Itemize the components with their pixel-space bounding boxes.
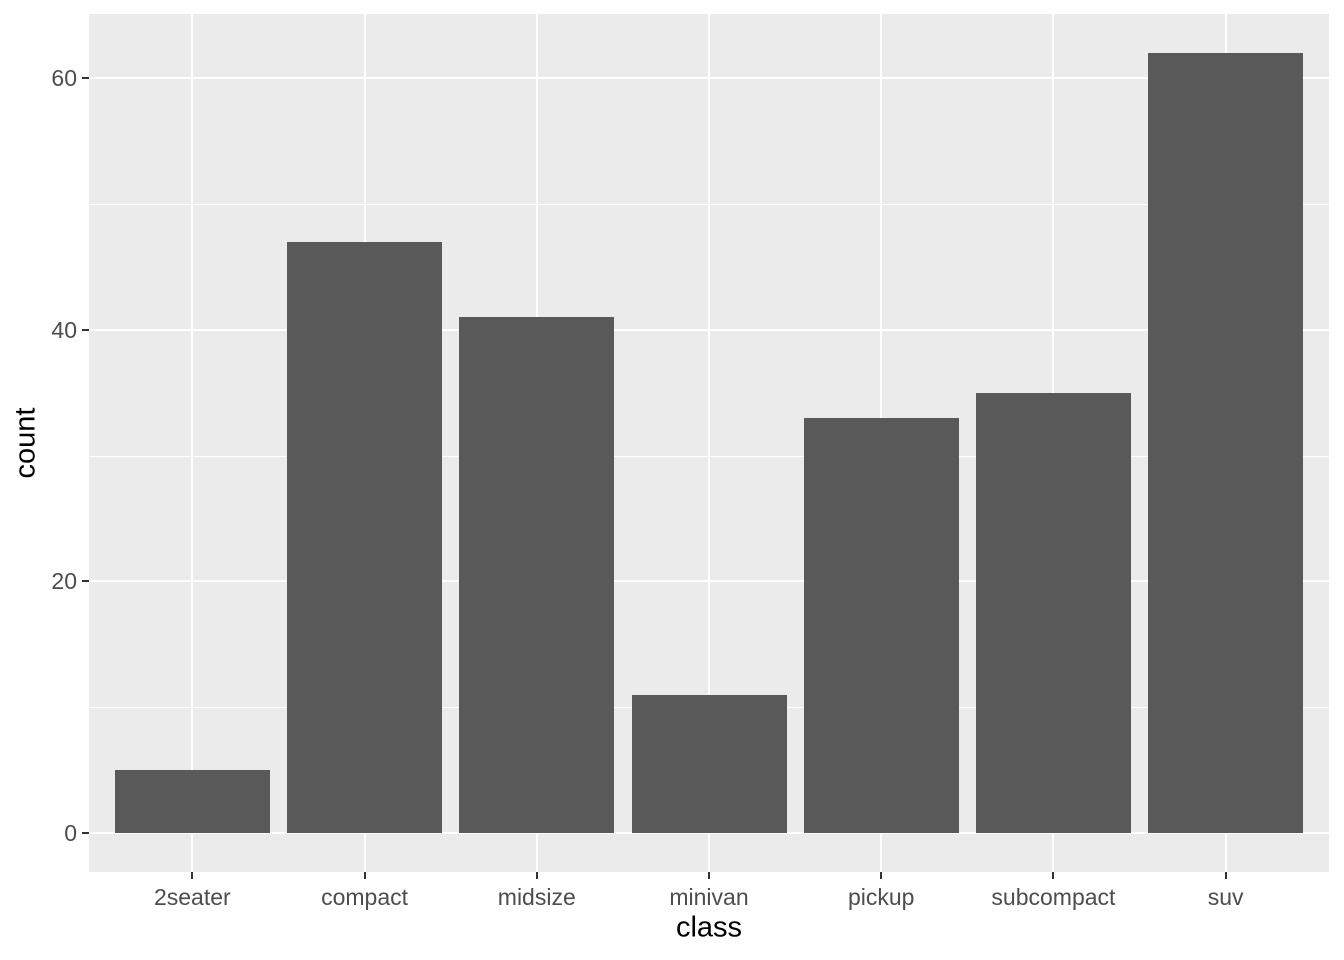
x-tick-mark: [1052, 872, 1055, 879]
x-tick-label: minivan: [669, 884, 749, 910]
bar-2seater: [114, 770, 270, 833]
x-tick-mark: [880, 872, 883, 879]
bar-midsize: [459, 317, 615, 833]
gridline-x-major: [191, 14, 194, 872]
y-axis-title: count: [9, 407, 42, 479]
y-tick-mark: [82, 77, 89, 80]
bar-minivan: [631, 694, 787, 833]
bar-pickup: [803, 417, 959, 833]
bar-suv: [1148, 53, 1304, 833]
x-tick-label: suv: [1207, 884, 1244, 910]
y-tick-label: 0: [64, 820, 77, 846]
bar-subcompact: [975, 392, 1131, 833]
x-tick-label: midsize: [497, 884, 576, 910]
y-tick-label: 20: [51, 568, 77, 595]
y-tick-label: 40: [51, 316, 77, 343]
y-tick-label: 60: [51, 65, 77, 92]
gridline-x-major: [708, 14, 710, 872]
x-tick-label: pickup: [847, 884, 915, 910]
x-tick-mark: [535, 872, 538, 879]
plot-panel: [89, 14, 1329, 872]
bar-compact: [287, 241, 443, 833]
x-tick-mark: [708, 872, 710, 879]
y-tick-mark: [82, 580, 89, 583]
x-tick-label: subcompact: [991, 884, 1116, 910]
x-tick-label: compact: [321, 884, 409, 910]
x-tick-label: 2seater: [153, 884, 231, 910]
x-axis-title: class: [675, 911, 743, 944]
x-tick-mark: [1224, 872, 1227, 879]
x-tick-mark: [363, 872, 366, 879]
x-tick-mark: [191, 872, 194, 879]
y-tick-mark: [82, 832, 89, 834]
y-tick-mark: [82, 328, 89, 331]
